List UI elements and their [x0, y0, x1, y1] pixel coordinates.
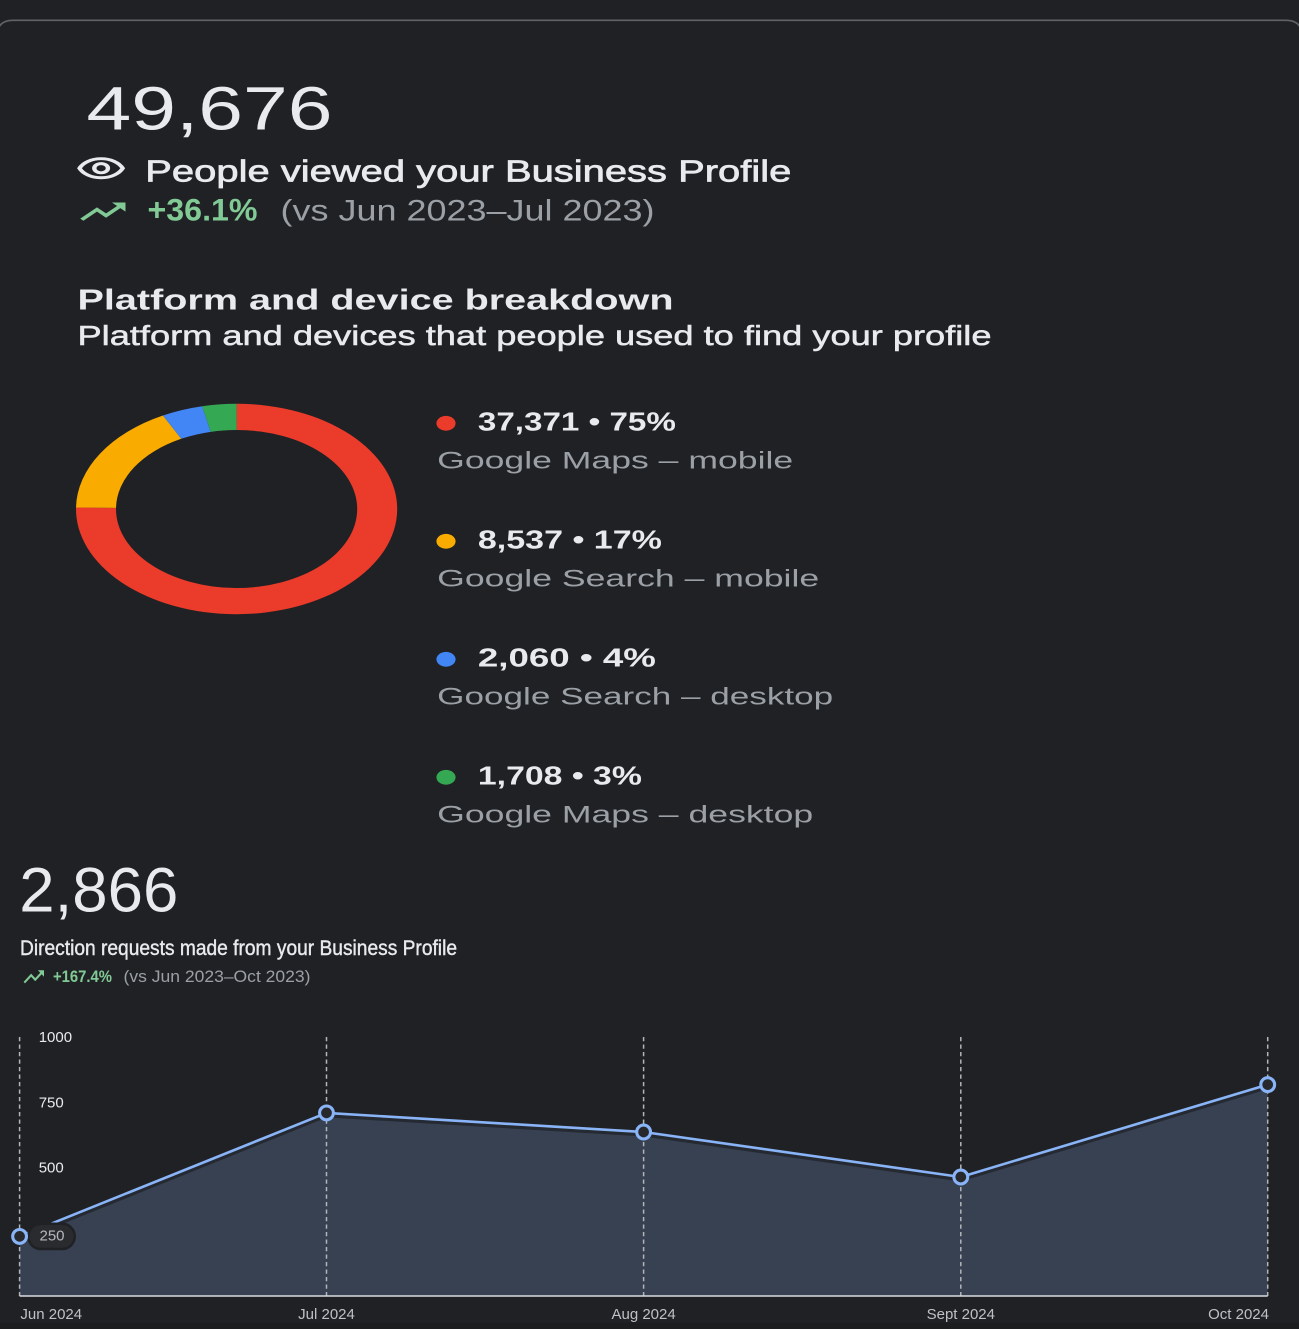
svg-text:8,537 • 17%: 8,537 • 17% [478, 525, 662, 555]
svg-text:Jun 2024: Jun 2024 [20, 1306, 82, 1323]
svg-text:2,866: 2,866 [19, 855, 178, 925]
svg-text:750: 750 [39, 1095, 64, 1112]
svg-text:Sept 2024: Sept 2024 [927, 1306, 995, 1323]
svg-text:Jul 2024: Jul 2024 [298, 1306, 355, 1323]
svg-text:Oct 2024: Oct 2024 [1208, 1306, 1269, 1323]
svg-text:250: 250 [40, 1228, 65, 1245]
svg-text:Google Search – desktop: Google Search – desktop [437, 684, 833, 711]
svg-text:Platform and device breakdown: Platform and device breakdown [78, 284, 674, 316]
svg-text:People viewed your Business Pr: People viewed your Business Profile [145, 153, 791, 188]
svg-text:2,060 • 4%: 2,060 • 4% [478, 643, 656, 673]
svg-text:Aug 2024: Aug 2024 [611, 1306, 675, 1323]
svg-text:(vs Jun 2023–Jul 2023): (vs Jun 2023–Jul 2023) [281, 194, 655, 227]
svg-text:49,676: 49,676 [87, 75, 333, 143]
svg-text:Google Maps – mobile: Google Maps – mobile [437, 448, 793, 475]
svg-text:Direction requests made from y: Direction requests made from your Busine… [20, 937, 457, 960]
svg-text:+36.1%: +36.1% [148, 191, 258, 227]
svg-text:1,708 • 3%: 1,708 • 3% [478, 761, 642, 791]
svg-text:(vs Jun 2023–Oct 2023): (vs Jun 2023–Oct 2023) [124, 968, 311, 986]
svg-text:Platform and devices that peop: Platform and devices that people used to… [78, 320, 992, 351]
svg-text:+167.4%: +167.4% [53, 968, 112, 986]
svg-text:500: 500 [39, 1160, 64, 1177]
svg-text:1000: 1000 [39, 1029, 72, 1046]
svg-text:37,371 • 75%: 37,371 • 75% [478, 407, 676, 437]
svg-text:Google Maps – desktop: Google Maps – desktop [437, 802, 813, 829]
svg-text:Google Search – mobile: Google Search – mobile [437, 566, 819, 593]
